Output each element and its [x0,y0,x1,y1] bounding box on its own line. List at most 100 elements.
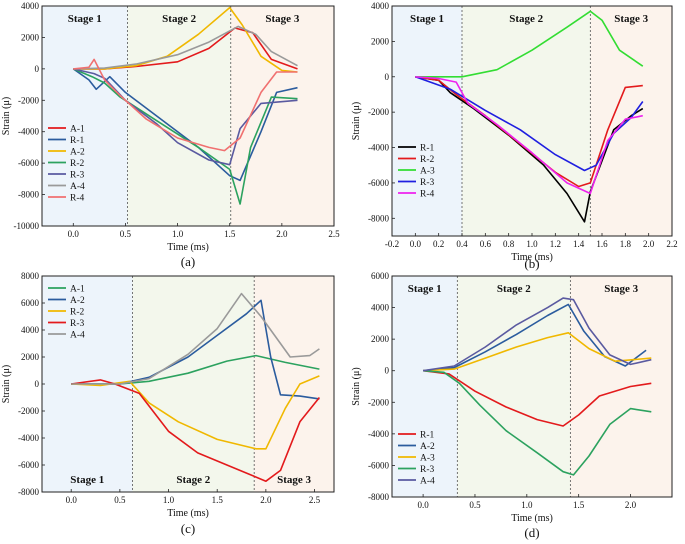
series-line-R-2 [71,375,320,450]
y-tick-label: 6000 [371,271,390,281]
y-tick-label: -8000 [368,492,389,502]
x-tick-label: 2.5 [328,229,340,239]
series-line-A-3 [423,331,652,372]
x-tick-label: 1.2 [550,239,561,249]
x-tick-label: -0.2 [385,239,399,249]
legend-label: A-3 [420,454,435,464]
legend-label: R-1 [420,431,435,441]
x-axis-title: Time (ms) [167,242,209,253]
y-tick-label: -6000 [368,178,389,188]
legend-label: R-2 [70,308,85,318]
series-line-R-3 [73,68,298,166]
x-tick-label: 0.5 [469,500,481,510]
stage-region [42,6,128,226]
stage-label: Stage 1 [70,474,104,486]
panel-a: Stage 1 Stage 2 Stage 3 0.0 0.5 1.0 1.5 2.0 2.5 -… [1,1,340,269]
y-tick-label: 0 [35,64,40,74]
stage-region [254,276,334,492]
y-tick-label: 0 [385,72,390,82]
panel-caption: (a) [181,254,195,269]
x-tick-label: 0.8 [503,239,515,249]
x-tick-label: 0.0 [66,495,78,505]
series-line-R-1 [423,369,652,427]
stage-label: Stage 2 [176,474,210,486]
y-tick-label: -10000 [14,221,40,231]
y-tick-label: -4000 [18,127,39,137]
legend-label: A-1 [70,125,85,135]
stage-label: Stage 3 [277,474,311,486]
legend-label: A-2 [70,148,85,158]
series-line-R-3 [71,379,321,483]
y-tick-label: 4000 [21,1,40,11]
legend-label: A-4 [420,477,435,487]
y-tick-label: -2000 [18,406,39,416]
y-tick-label: 0 [385,366,390,376]
x-tick-label: 2.0 [276,229,288,239]
y-tick-label: 2000 [371,334,390,344]
legend-label: R-1 [420,144,435,154]
y-tick-label: -2000 [368,397,389,407]
stage-label: Stage 2 [509,13,543,25]
legend-label: R-2 [420,155,435,165]
legend-label: A-2 [420,442,435,452]
series-line-R-1 [415,76,644,223]
stage-region [127,6,231,226]
x-tick-label: 1.8 [620,239,632,249]
x-tick-label: 1.0 [172,229,184,239]
y-tick-label: 0 [35,379,40,389]
x-tick-label: 1.6 [596,239,608,249]
series-line-R-3 [415,76,644,172]
stage-region [590,6,672,236]
x-tick-label: 1.0 [521,500,533,510]
stage-region [230,6,334,226]
x-tick-label: 0.5 [114,495,126,505]
plot-frame [41,5,335,227]
stage-label: Stage 2 [162,13,196,25]
series-line-A-4 [71,292,320,385]
x-tick-label: 0.6 [480,239,492,249]
series-line-R-1 [72,68,298,182]
legend-label: R-3 [420,465,435,475]
legend-label: A-1 [70,285,85,295]
plot-frame [391,275,673,498]
legend-label: R-3 [70,319,85,329]
x-tick-label: 0.0 [410,239,422,249]
y-tick-label: 4000 [21,325,40,335]
legend-label: R-3 [420,178,435,188]
x-axis-title: Time (ms) [511,252,553,263]
legend-label: R-4 [420,190,435,200]
stage-label: Stage 2 [497,283,531,295]
legend-label: R-1 [70,136,85,146]
y-tick-label: -8000 [18,487,39,497]
y-tick-label: -8000 [18,190,39,200]
y-tick-label: -6000 [18,460,39,470]
x-tick-label: 0.0 [68,229,80,239]
series-line-A-2 [73,6,298,73]
x-axis-title: Time (ms) [511,513,553,524]
x-tick-label: 2.0 [625,500,637,510]
stage-label: Stage 1 [410,13,444,25]
x-tick-label: 0.4 [456,239,468,249]
series-line-A-4 [422,297,652,372]
y-tick-label: -2000 [18,95,39,105]
stage-label: Stage 3 [614,13,648,25]
x-tick-label: 0.5 [120,229,132,239]
legend-label: R-3 [70,171,85,181]
x-tick-label: 2.0 [260,495,272,505]
y-tick-label: -4000 [368,429,389,439]
stage-label: Stage 3 [604,283,638,295]
y-axis-title: Strain (μ) [1,365,12,403]
series-line-R-3 [423,369,652,476]
legend-label: A-4 [70,331,85,341]
series-line-A-2 [71,299,320,400]
stage-region [570,276,672,497]
series-line-R-2 [72,68,298,205]
panel-caption: (d) [524,525,539,540]
y-tick-label: 8000 [21,271,40,281]
legend-label: A-2 [70,296,85,306]
x-tick-label: 1.4 [573,239,585,249]
series-line-A-4 [73,25,298,70]
panel-d: Stage 1 Stage 2 Stage 3 0.0 0.5 1.0 1.5 2.0 -800… [351,271,673,540]
y-tick-label: 2000 [21,32,40,42]
